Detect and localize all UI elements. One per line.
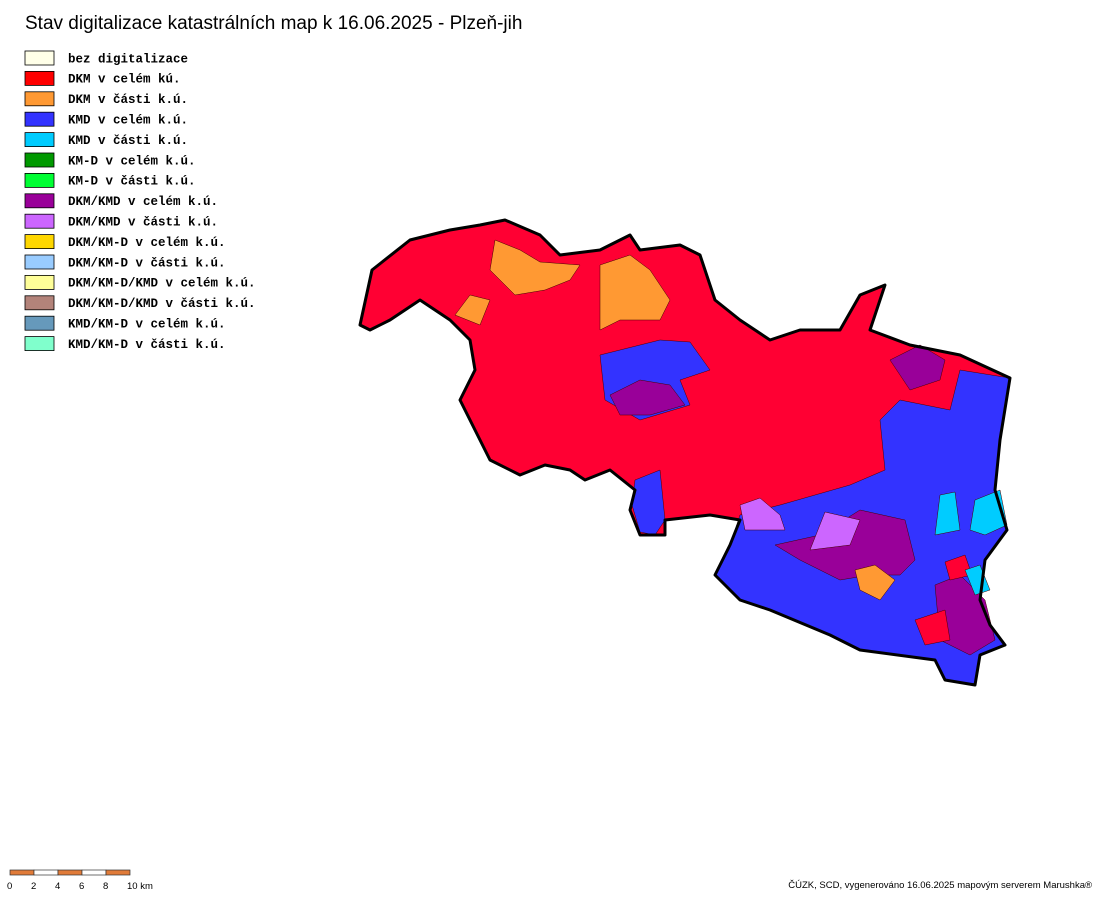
district-border: [358, 218, 1012, 687]
legend-swatch: [24, 295, 55, 311]
scale-segment: [9, 869, 35, 876]
scale-segment: [105, 869, 131, 876]
legend-swatch: [24, 132, 55, 148]
legend-label: KMD v celém k.ú.: [68, 113, 188, 127]
legend-label: KMD/KM-D v celém k.ú.: [68, 317, 226, 331]
region-dkm-part: [599, 254, 671, 331]
legend-label: DKM v části k.ú.: [68, 93, 188, 107]
region-dkm-kmd: [609, 379, 686, 416]
legend-swatch: [24, 234, 55, 250]
legend-swatch: [24, 172, 55, 188]
legend-label: KM-D v celém k.ú.: [68, 154, 196, 168]
region-kmd-part: [964, 564, 991, 596]
scale-label: 4: [55, 881, 60, 892]
scale-label: 0: [7, 881, 12, 892]
legend-label: DKM/KM-D v části k.ú.: [68, 256, 226, 270]
scale-label: 8: [103, 881, 108, 892]
legend-swatch: [24, 111, 55, 127]
legend-label: bez digitalizace: [68, 52, 188, 66]
legend-label: KM-D v části k.ú.: [68, 175, 196, 189]
legend-label: DKM/KM-D v celém k.ú.: [68, 236, 226, 250]
scale-bar: 0 2 4 6 8 10 km: [7, 869, 153, 892]
region-dkm-part: [489, 239, 581, 296]
legend-label: DKM/KMD v celém k.ú.: [68, 195, 218, 209]
legend-label: KMD v části k.ú.: [68, 134, 188, 148]
map: [358, 218, 1012, 687]
map-title: Stav digitalizace katastrálních map k 16…: [25, 13, 522, 34]
legend-label: DKM v celém kú.: [68, 73, 181, 87]
legend-label: KMD/KM-D v části k.ú.: [68, 338, 226, 352]
legend-label: DKM/KM-D/KMD v části k.ú.: [68, 297, 256, 311]
region-dkm-kmd-part: [739, 497, 786, 531]
region-dkm-part: [454, 294, 491, 326]
legend-swatch: [24, 152, 55, 168]
legend-swatch: [24, 213, 55, 229]
scale-segment: [33, 869, 59, 876]
legend-swatch: [24, 274, 55, 290]
scale-segment: [81, 869, 107, 876]
scale-label: 10 km: [127, 881, 153, 892]
region-dkm-kmd-part: [809, 511, 861, 551]
scale-label: 6: [79, 881, 84, 892]
legend-label: DKM/KM-D/KMD v celém k.ú.: [68, 277, 256, 291]
scale-segment: [57, 869, 83, 876]
legend-swatch: [24, 336, 55, 352]
scale-label: 2: [31, 881, 36, 892]
legend-swatch: [24, 50, 55, 66]
region-dkm: [914, 609, 951, 646]
region-dkm-part: [854, 564, 896, 601]
credit: ČÚZK, SCD, vygenerováno 16.06.2025 mapov…: [788, 880, 1092, 891]
legend-swatch: [24, 91, 55, 107]
legend-swatch: [24, 254, 55, 270]
legend-swatch: [24, 315, 55, 331]
legend-swatch: [24, 193, 55, 209]
legend-swatch: [24, 71, 55, 86]
legend: bez digitalizace DKM v celém kú. DKM v čás…: [24, 50, 256, 352]
region-kmd-part: [934, 491, 961, 536]
legend-label: DKM/KMD v části k.ú.: [68, 215, 218, 229]
